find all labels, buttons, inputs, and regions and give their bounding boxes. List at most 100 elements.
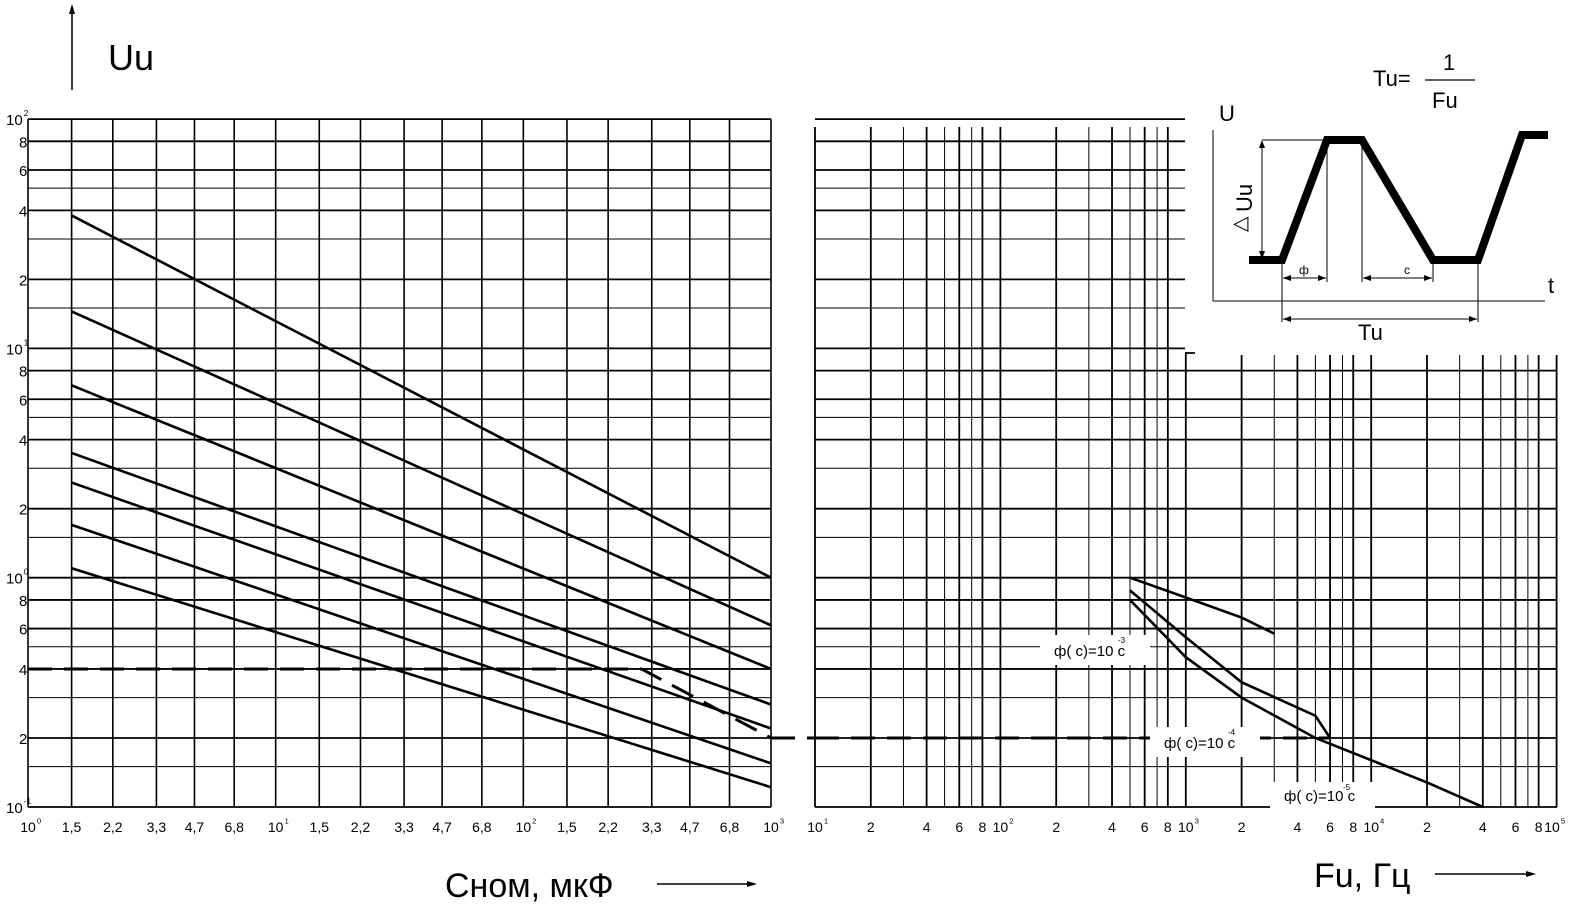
hold-time-label: c <box>1404 263 1410 277</box>
left-x-tick-label: 6,8 <box>224 819 244 835</box>
right-x-tick-label: 6 <box>955 819 963 835</box>
right-x-tick-label: 4 <box>923 819 931 835</box>
y-axis-arrow-head <box>69 4 75 14</box>
rise-time-arrow-right <box>1318 275 1326 281</box>
left-x-tick-label-exponent: 2 <box>532 817 536 826</box>
left-series-line-3 <box>71 384 772 671</box>
left-series-line-2 <box>71 310 772 627</box>
left-series-line-5 <box>71 481 772 730</box>
left-x-tick-label: 2,2 <box>103 819 123 835</box>
left-series-line-7 <box>71 566 772 789</box>
period-label: Tu <box>1358 320 1383 345</box>
series-label-exponent: -3 <box>1118 636 1126 645</box>
series-label: ф( с)=10 c <box>1054 643 1126 660</box>
left-x-tick-label: 6,8 <box>720 819 740 835</box>
right-x-tick-label: 4 <box>1108 819 1116 835</box>
left-x-tick-label: 1,5 <box>62 819 82 835</box>
left-x-tick-label-exponent: 0 <box>37 817 41 826</box>
left-x-tick-label: 10 <box>516 819 532 835</box>
y-tick-label: 6 <box>19 163 27 180</box>
y-tick-label-exponent: 1 <box>24 338 29 347</box>
right-x-tick-label-exponent: 4 <box>1380 817 1385 826</box>
right-x-axis-title: Fu, Гц <box>1314 857 1410 895</box>
right-x-tick-label: 10 <box>807 819 823 835</box>
left-x-tick-label: 2,2 <box>351 819 371 835</box>
left-x-tick-label: 1,5 <box>557 819 577 835</box>
left-x-tick-label: 3,3 <box>642 819 662 835</box>
series-label-box <box>1150 727 1260 757</box>
left-x-tick-label: 4,7 <box>185 819 205 835</box>
series-label-exponent: -4 <box>1228 728 1236 737</box>
right-x-tick-label: 2 <box>1052 819 1060 835</box>
left-dashed-reference-line <box>28 667 772 740</box>
hold-time-arrow-left <box>1363 275 1371 281</box>
right-x-tick-label: 6 <box>1512 819 1520 835</box>
left-series-line-6 <box>71 523 772 765</box>
right-x-tick-label: 8 <box>979 819 987 835</box>
right-x-tick-label-exponent: 1 <box>824 817 828 826</box>
right-x-tick-label: 6 <box>1326 819 1334 835</box>
left-x-tick-label: 10 <box>20 819 36 835</box>
left-plot-series <box>28 214 772 789</box>
right-x-tick-label: 10 <box>1178 819 1194 835</box>
right-x-tick-label: 8 <box>1535 819 1543 835</box>
period-arrow-right <box>1469 316 1477 322</box>
right-x-tick-label: 4 <box>1294 819 1302 835</box>
left-plot-grid <box>27 118 772 808</box>
series-label-box <box>1040 635 1150 665</box>
y-tick-label: 10 <box>6 800 23 817</box>
amplitude-arrow-head-bottom <box>1259 251 1265 259</box>
right-x-tick-label-exponent: 2 <box>1009 817 1013 826</box>
right-x-tick-label: 6 <box>1141 819 1149 835</box>
y-tick-label: 10 <box>6 341 23 358</box>
right-x-tick-label-exponent: 5 <box>1561 817 1565 826</box>
left-x-tick-label: 10 <box>268 819 284 835</box>
pulse-inset: Tu= 1 Fu U t △ Uu ф c Tu <box>1195 45 1565 355</box>
y-tick-label: 2 <box>19 272 27 289</box>
left-x-axis-title: Сном, мкФ <box>445 867 614 905</box>
right-x-axis-arrow-head <box>1526 871 1536 877</box>
y-tick-label: 10 <box>6 112 23 129</box>
inset-y-axis-label: U <box>1219 101 1235 126</box>
rise-time-arrow-left <box>1283 275 1291 281</box>
left-x-tick-label: 4,7 <box>432 819 452 835</box>
y-tick-label-exponent: 0 <box>24 568 29 577</box>
hold-time-arrow-right <box>1424 275 1432 281</box>
y-tick-label: 8 <box>19 134 27 151</box>
right-x-tick-label: 10 <box>1544 819 1560 835</box>
left-x-tick-label: 6,8 <box>472 819 492 835</box>
right-x-tick-label: 2 <box>1423 819 1431 835</box>
y-tick-label: 10 <box>6 571 23 588</box>
series-label-box <box>1270 782 1375 810</box>
period-arrow-left <box>1283 316 1291 322</box>
y-tick-label-exponent: 2 <box>24 109 29 118</box>
left-series-line-4 <box>71 451 772 706</box>
period-formula-denominator: Fu <box>1432 88 1458 113</box>
left-x-tick-label: 10 <box>763 819 779 835</box>
right-series-line-3 <box>1129 599 1484 809</box>
right-x-tick-label: 2 <box>867 819 875 835</box>
period-formula-numerator: 1 <box>1443 50 1455 75</box>
left-x-tick-label-exponent: 1 <box>285 817 289 826</box>
left-x-tick-label: 3,3 <box>147 819 167 835</box>
y-tick-label: 2 <box>19 731 27 748</box>
period-formula-lhs: Tu= <box>1373 66 1411 91</box>
right-plot-grid <box>814 118 1558 808</box>
y-tick-label: 8 <box>19 364 27 381</box>
right-x-tick-label: 8 <box>1349 819 1357 835</box>
left-x-tick-label: 4,7 <box>680 819 700 835</box>
right-series-line-1 <box>1129 576 1275 635</box>
rise-time-label: ф <box>1299 263 1309 277</box>
left-x-tick-label: 2,2 <box>598 819 618 835</box>
right-plot-series: ф( с)=10 c-3ф( с)=10 c-4ф( с)=10 c-5 <box>771 576 1484 810</box>
series-label: ф( с)=10 c <box>1164 735 1236 752</box>
left-series-line-1 <box>71 214 772 579</box>
series-label-exponent: -5 <box>1343 783 1351 792</box>
right-x-tick-label: 8 <box>1164 819 1172 835</box>
right-x-tick-label-exponent: 3 <box>1195 817 1199 826</box>
right-x-tick-label: 10 <box>1363 819 1379 835</box>
right-series-line-2 <box>1129 589 1332 739</box>
left-x-tick-label: 3,3 <box>394 819 414 835</box>
